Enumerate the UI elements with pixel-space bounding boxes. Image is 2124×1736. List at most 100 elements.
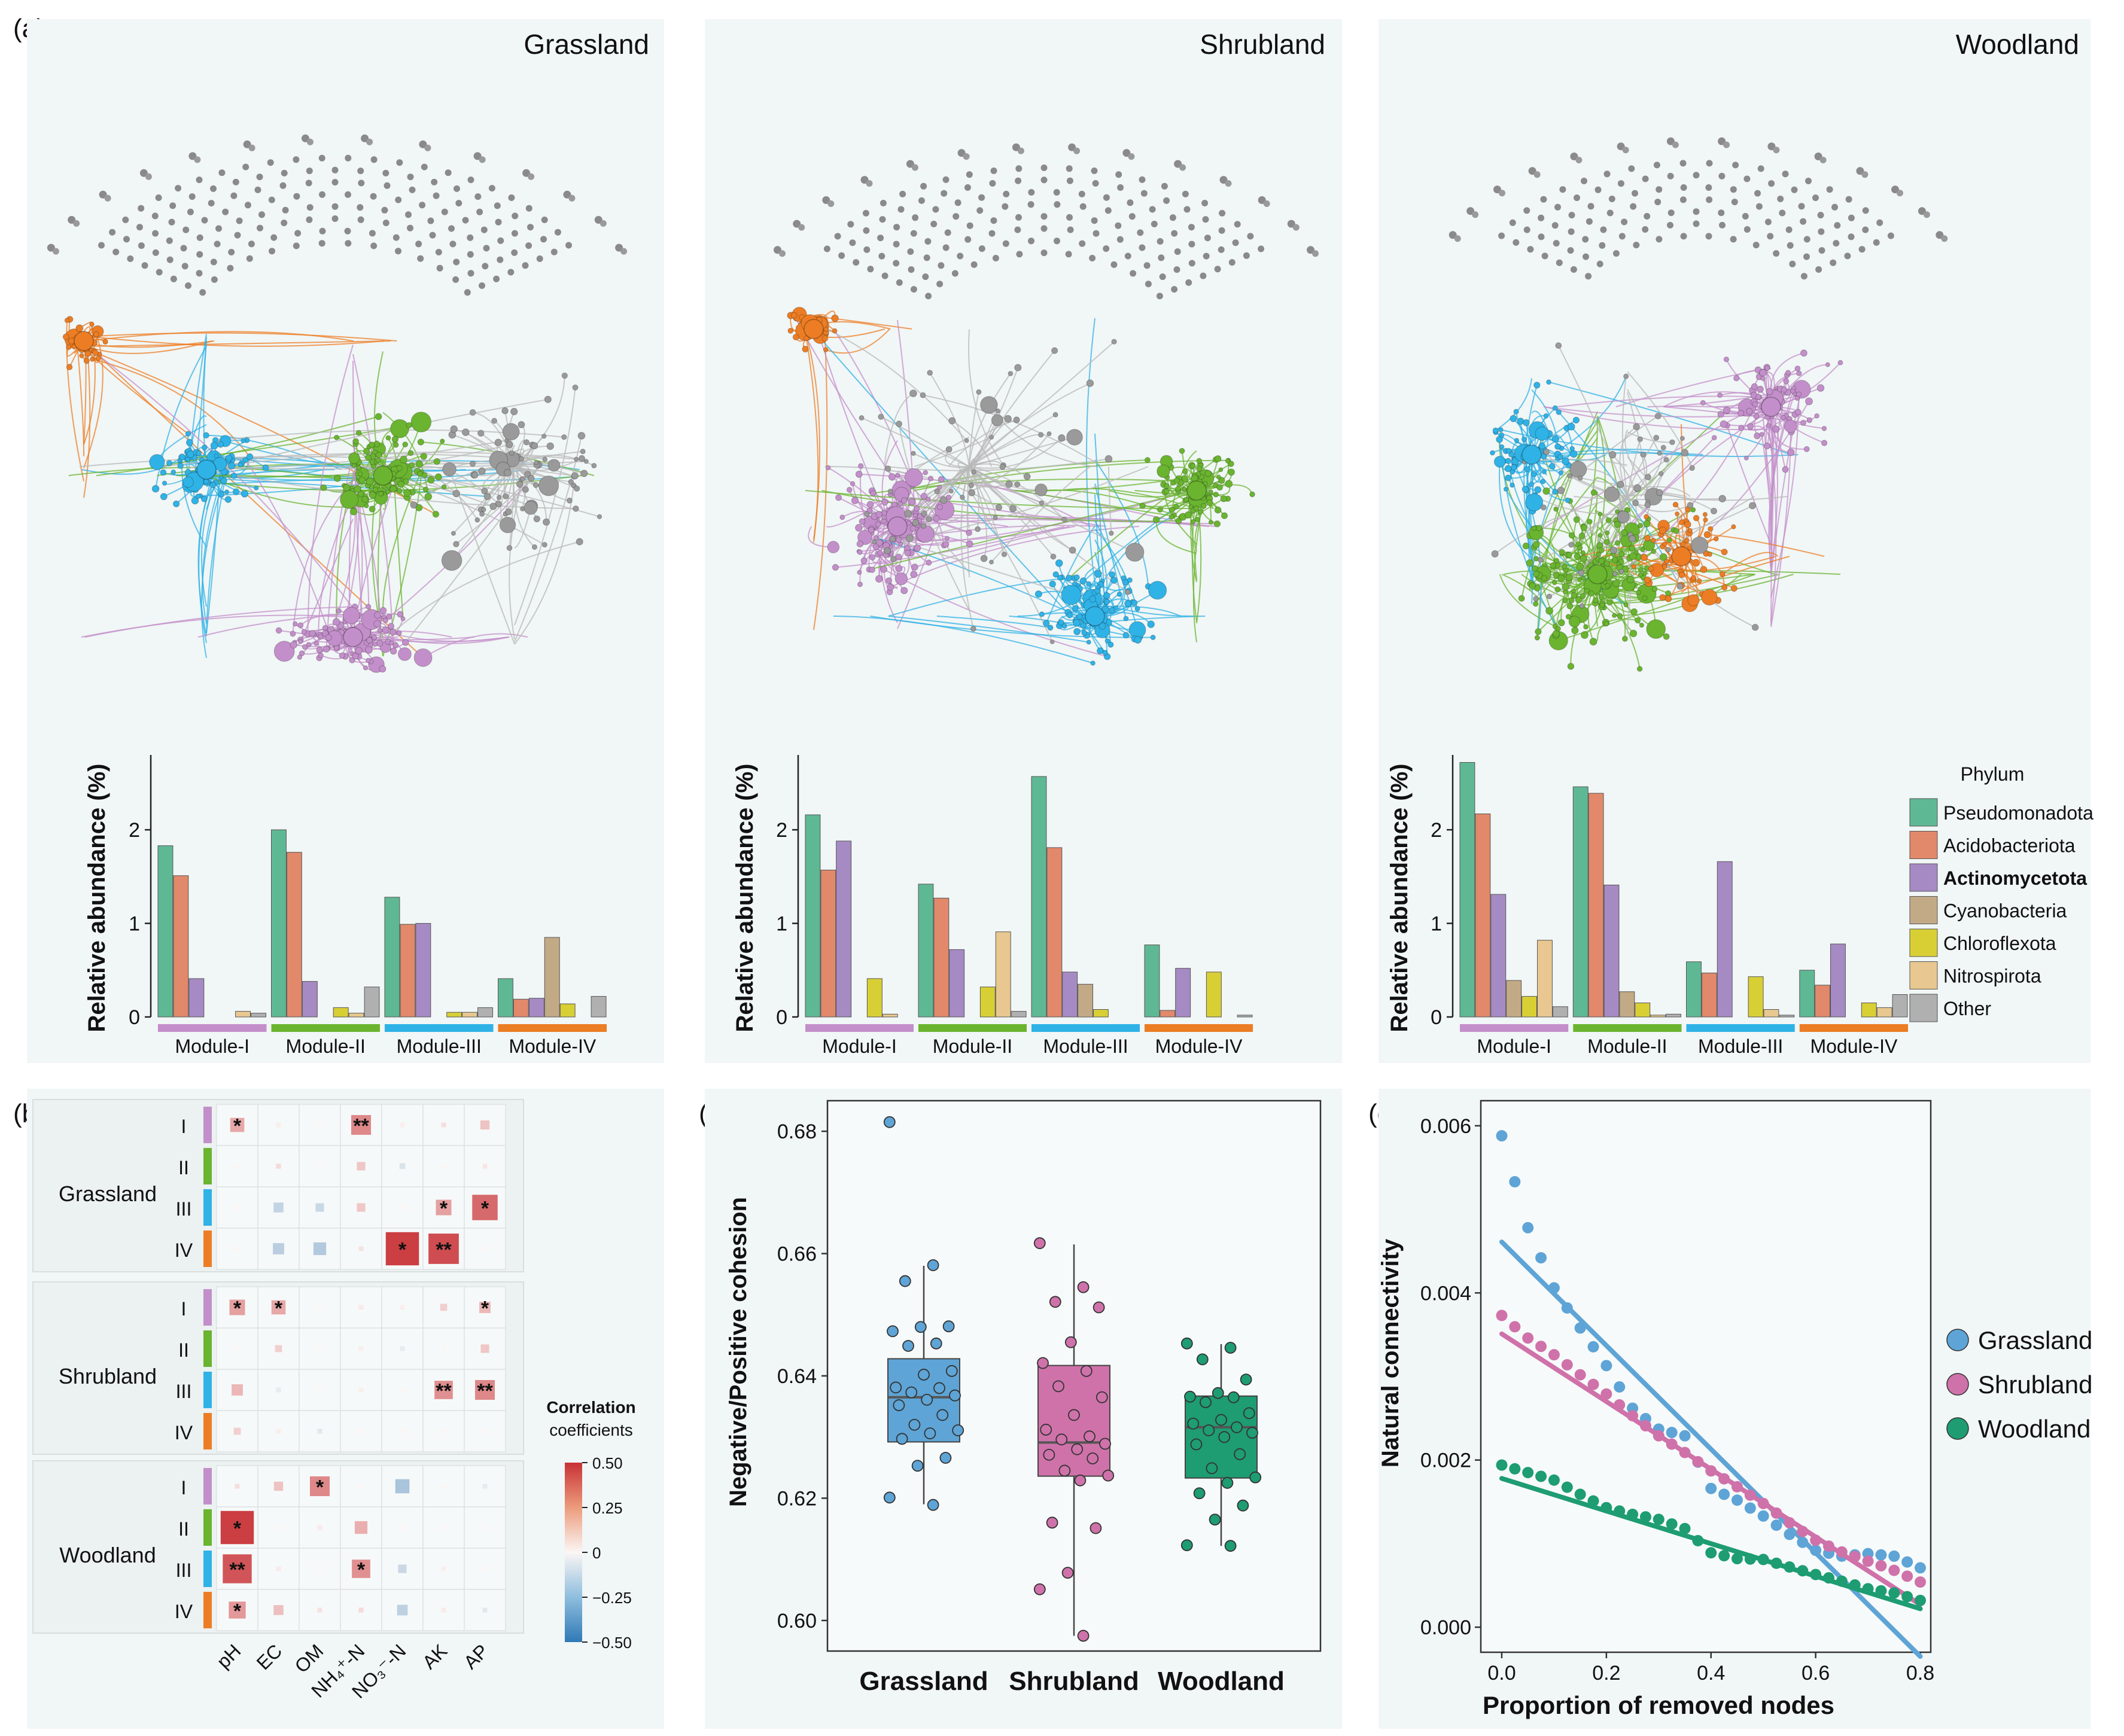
network-node — [1618, 568, 1624, 574]
network-node — [1535, 525, 1542, 532]
network-node — [1643, 520, 1651, 528]
network-node — [1168, 514, 1174, 520]
network-node — [1641, 553, 1648, 561]
network-node — [573, 505, 579, 512]
isolated-node — [1608, 196, 1615, 202]
network-node — [859, 518, 866, 525]
network-edge — [513, 464, 535, 548]
isolated-node — [392, 234, 400, 241]
network-node — [355, 430, 362, 436]
network-edge — [509, 466, 515, 549]
isolated-node — [1541, 252, 1548, 260]
network-node — [1183, 497, 1189, 502]
network-node — [1621, 635, 1628, 642]
network-node — [968, 489, 976, 497]
network-node — [989, 434, 994, 440]
heatmap-square — [271, 1300, 286, 1315]
boxplot-point — [1221, 1476, 1234, 1489]
isolated-node — [306, 204, 314, 211]
isolated-node — [1800, 273, 1807, 280]
isolated-node — [897, 206, 905, 213]
network-node — [1188, 504, 1194, 510]
boxplot-point — [1196, 1353, 1209, 1366]
network-node — [1543, 413, 1549, 419]
network-node — [920, 392, 926, 398]
network-node — [1533, 382, 1541, 389]
network-edge — [394, 488, 404, 619]
network-node — [1499, 444, 1505, 450]
network-node — [1644, 501, 1651, 508]
boxplot-point — [1068, 1409, 1080, 1421]
network-node — [945, 446, 953, 453]
network-node — [1134, 636, 1142, 644]
isolated-node — [1073, 147, 1081, 154]
heatmap-square — [441, 1566, 446, 1571]
boxplot-point — [1090, 1522, 1102, 1534]
boxplot-point — [1187, 1417, 1200, 1430]
bar-acidobacteriota — [400, 924, 416, 1018]
boxplot-point — [1246, 1427, 1258, 1439]
network-node — [944, 535, 950, 541]
network-node — [92, 349, 99, 357]
isolated-node — [366, 138, 373, 145]
isolated-node — [1705, 184, 1712, 191]
network-edge — [969, 341, 1115, 467]
network-node — [1640, 452, 1647, 458]
network-node — [885, 577, 893, 584]
connectivity-legend-label: Shrubland — [1978, 1370, 2092, 1399]
isolated-node — [1183, 206, 1191, 213]
network-node — [1557, 486, 1565, 495]
isolated-node — [1679, 196, 1687, 203]
network-edge — [206, 464, 221, 634]
hub-node — [887, 516, 908, 537]
network-node — [230, 473, 238, 479]
isolated-node — [1002, 240, 1009, 247]
network-node — [1760, 376, 1766, 381]
network-node — [1618, 551, 1625, 558]
isolated-node — [405, 211, 412, 218]
isolated-node — [1568, 228, 1575, 235]
network-edge — [1155, 519, 1197, 554]
isolated-node — [1179, 164, 1186, 171]
network-node — [835, 494, 842, 501]
isolated-node — [951, 270, 958, 277]
network-node — [1548, 462, 1556, 470]
isolated-node — [1247, 233, 1254, 240]
network-node — [1617, 510, 1630, 523]
isolated-node — [1667, 209, 1675, 217]
network-node — [483, 492, 491, 500]
connectivity-point — [1574, 1369, 1586, 1381]
network-node — [1700, 566, 1708, 573]
isolated-node — [1767, 233, 1774, 240]
network-node — [1759, 432, 1764, 437]
network-node — [375, 452, 382, 458]
boxplot-point — [927, 1499, 939, 1511]
isolated-node — [1706, 160, 1713, 167]
network-node — [1703, 517, 1708, 523]
network-node — [1708, 526, 1714, 532]
bar-actinomycetota — [1603, 884, 1620, 1018]
heatmap-square — [357, 1162, 366, 1171]
network-node — [1684, 538, 1690, 544]
network-node — [1072, 605, 1079, 612]
heatmap-group-label: Grassland — [59, 1181, 157, 1206]
network-node — [857, 581, 863, 587]
network-edge — [888, 577, 1069, 617]
network-node — [995, 408, 1001, 414]
network-node — [1730, 584, 1738, 592]
heatmap-square — [357, 1203, 366, 1212]
boxplot-point — [908, 1418, 921, 1431]
network-node — [1058, 434, 1066, 442]
network-node — [876, 539, 883, 547]
isolated-node — [1523, 207, 1530, 214]
network-node — [177, 462, 184, 469]
isolated-node — [319, 227, 326, 234]
network-node — [934, 488, 940, 495]
bar-acidobacteriota — [1160, 1010, 1176, 1018]
bar-acidobacteriota — [1701, 973, 1717, 1018]
boxplot-point — [1040, 1424, 1052, 1436]
isolated-node — [1527, 246, 1534, 253]
heatmap-module-band — [203, 1148, 212, 1184]
